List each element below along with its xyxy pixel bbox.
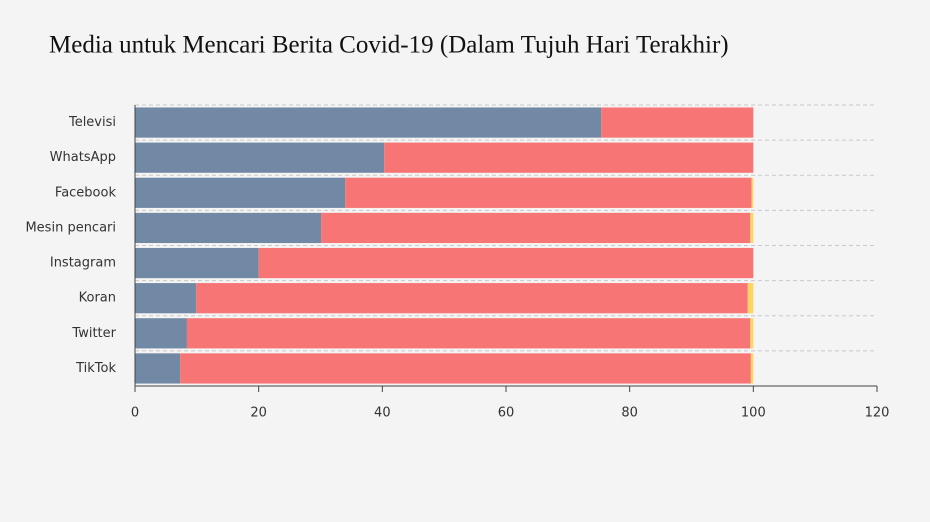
bar-segment: [135, 353, 181, 384]
bar-segment: [258, 247, 754, 279]
bar-segment: [135, 212, 322, 244]
x-tick-label: 100: [741, 406, 766, 421]
y-tick-label: Televisi: [68, 115, 116, 130]
bar-segment: [135, 107, 602, 138]
bar-segment: [135, 283, 197, 314]
bar-segment: [601, 107, 754, 138]
x-tick-label: 60: [498, 406, 515, 421]
bar-segment: [196, 283, 748, 314]
bar-segment: [345, 177, 752, 208]
bar-segment: [750, 318, 754, 349]
y-tick-label: Facebook: [55, 185, 117, 200]
bar-segment: [747, 283, 754, 314]
bar-segment: [180, 353, 751, 384]
y-tick-label: Instagram: [50, 256, 116, 271]
bar-segment: [751, 177, 754, 208]
x-tick-label: 20: [250, 406, 267, 421]
bar-segment: [321, 212, 751, 244]
bar-segment: [135, 247, 259, 279]
y-tick-label: Twitter: [71, 326, 116, 341]
bar-segment: [135, 142, 385, 173]
bar-segment: [750, 212, 754, 244]
x-tick-label: 120: [865, 406, 890, 421]
bar-segment: [750, 353, 754, 384]
bar-segment: [186, 318, 751, 349]
bar-segment: [135, 177, 346, 208]
chart-title: Media untuk Mencari Berita Covid-19 (Dal…: [49, 32, 729, 59]
x-tick-label: 40: [374, 406, 391, 421]
x-tick-label: 0: [131, 406, 139, 421]
bar-segment: [384, 142, 754, 173]
x-tick-label: 80: [621, 406, 638, 421]
y-tick-label: TikTok: [75, 361, 116, 376]
y-tick-label: Mesin pencari: [25, 220, 116, 235]
bar-segment: [135, 318, 187, 349]
y-tick-label: Koran: [79, 291, 116, 306]
y-tick-label: WhatsApp: [50, 150, 116, 165]
